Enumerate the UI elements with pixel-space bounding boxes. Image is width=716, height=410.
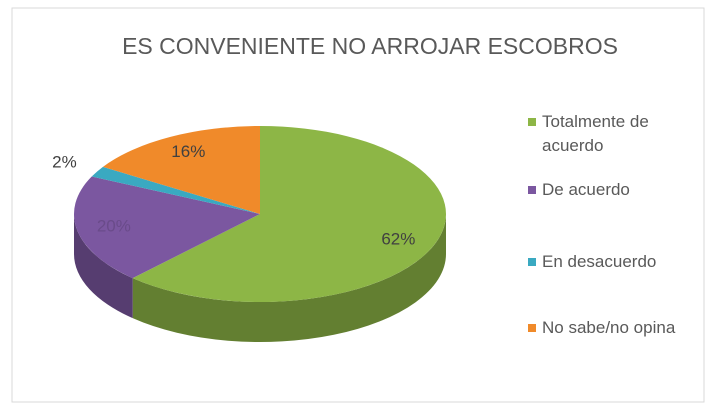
slice <box>74 176 261 279</box>
data-label: 16% <box>171 142 205 161</box>
chart-title: ES CONVENIENTE NO ARROJAR ESCOBROS <box>122 33 618 59</box>
slice <box>132 126 447 302</box>
data-label: 2% <box>52 153 77 172</box>
slice-side <box>132 214 446 342</box>
legend-swatch <box>528 258 536 266</box>
legend-item: No sabe/no opina <box>528 316 712 340</box>
legend-label: De acuerdo <box>542 180 630 199</box>
legend-label: No sabe/no opina <box>542 318 676 337</box>
legend-item: De acuerdo <box>528 178 712 202</box>
legend-swatch <box>528 186 536 194</box>
legend-item: Totalmente de acuerdo <box>528 110 712 158</box>
legend-swatch <box>528 118 536 126</box>
legend-swatch <box>528 324 536 332</box>
slice <box>91 166 260 214</box>
slice <box>102 126 260 214</box>
data-label: 20% <box>97 217 131 236</box>
legend-label: Totalmente de acuerdo <box>542 112 649 155</box>
slice-side <box>74 214 133 319</box>
data-label: 62% <box>381 229 415 248</box>
legend-label: En desacuerdo <box>542 252 657 271</box>
legend-item: En desacuerdo <box>528 250 712 274</box>
